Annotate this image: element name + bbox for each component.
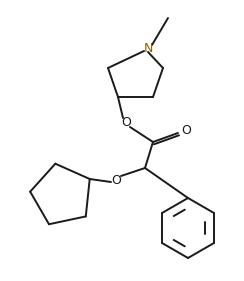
Text: O: O (111, 173, 121, 187)
Text: O: O (121, 115, 131, 128)
Text: N: N (143, 42, 153, 55)
Text: O: O (181, 124, 191, 137)
